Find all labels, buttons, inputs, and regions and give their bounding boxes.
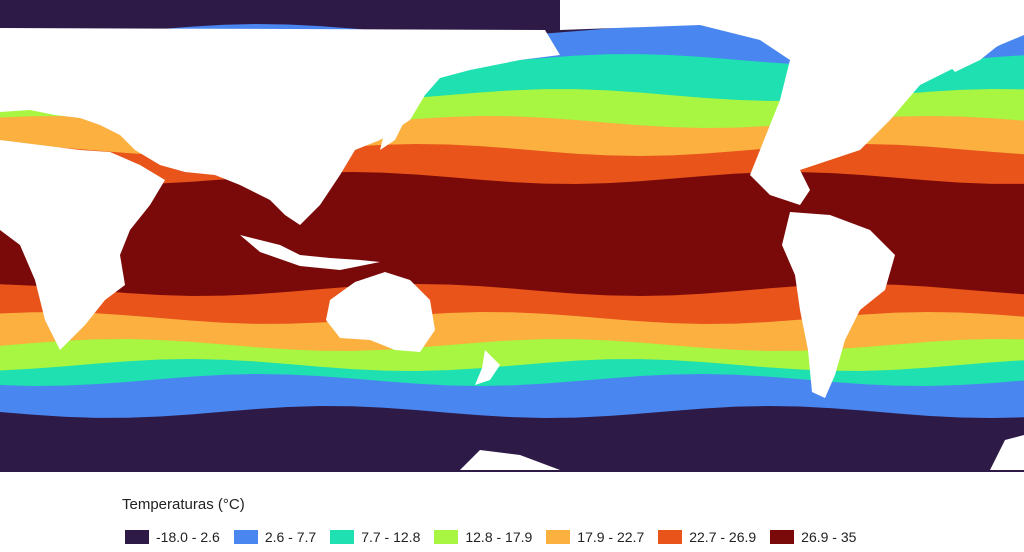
legend-item: 7.7 - 12.8 — [330, 529, 420, 545]
legend-item: 2.6 - 7.7 — [233, 529, 317, 545]
ocean-band — [0, 284, 1024, 324]
japan — [380, 100, 405, 150]
eurasia — [0, 28, 560, 225]
ocean-band — [0, 312, 1024, 351]
indonesia — [240, 235, 380, 270]
legend-label: 7.7 - 12.8 — [361, 529, 421, 545]
new-zealand — [475, 350, 500, 385]
legend-swatch — [658, 530, 683, 544]
legend-swatch — [125, 530, 149, 544]
ocean-band — [0, 406, 1024, 472]
north-america — [560, 0, 1024, 205]
greenland — [900, 8, 1010, 72]
australia — [326, 272, 435, 352]
legend-label: 2.6 - 7.7 — [264, 529, 317, 545]
legend-label: 12.8 - 17.9 — [465, 529, 533, 545]
legend-swatch — [434, 530, 459, 544]
legend-item: 26.9 - 35 — [770, 529, 856, 545]
antarctica — [460, 435, 1024, 470]
land — [0, 0, 1024, 470]
legend-swatch — [330, 530, 355, 544]
legend-swatch — [770, 530, 795, 544]
legend-label: 22.7 - 26.9 — [689, 529, 757, 545]
legend-item: 22.7 - 26.9 — [658, 529, 756, 545]
legend-label: -18.0 - 2.6 — [156, 529, 220, 545]
legend-label: 17.9 - 22.7 — [577, 529, 645, 545]
legend-item: -18.0 - 2.6 — [125, 529, 220, 545]
legend-item: 12.8 - 17.9 — [434, 529, 532, 545]
legend-swatch — [546, 530, 571, 544]
legend-swatch — [233, 530, 258, 544]
legend: -18.0 - 2.6 2.6 - 7.7 7.7 - 12.8 12.8 - 17.… — [125, 529, 856, 545]
south-america — [782, 212, 895, 398]
legend-label: 26.9 - 35 — [801, 529, 857, 545]
map — [0, 0, 1024, 472]
ocean-band — [0, 172, 1024, 296]
africa — [0, 140, 165, 350]
ocean-bands — [0, 0, 1024, 472]
legend-title: Temperaturas (°C) — [122, 496, 245, 513]
legend-item: 17.9 - 22.7 — [546, 529, 644, 545]
